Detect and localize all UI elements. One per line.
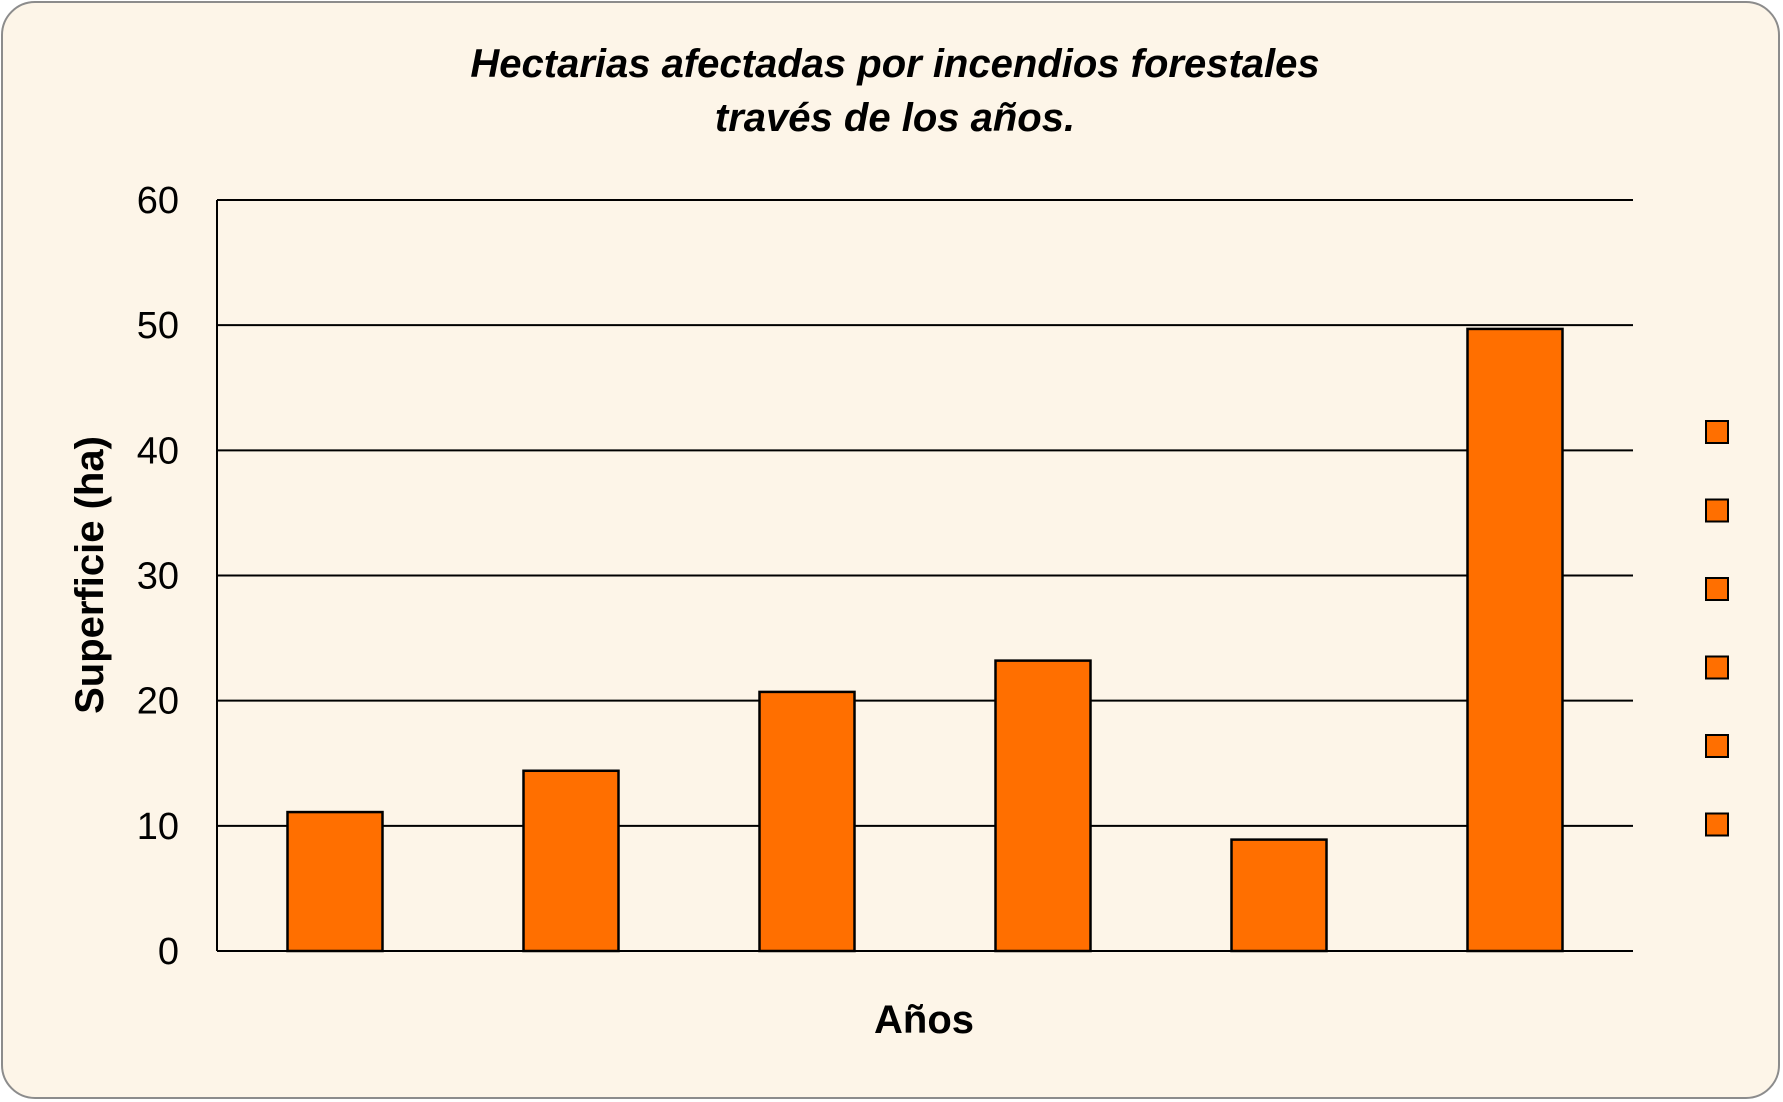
x-axis-title: Años	[874, 998, 974, 1042]
bar	[286, 810, 384, 953]
legend-swatch	[1705, 577, 1729, 601]
chart-title-line-1: Hectarias afectadas por incendios forest…	[470, 42, 1319, 86]
legend	[1705, 420, 1729, 837]
bars	[286, 327, 1564, 953]
y-tick-label: 50	[137, 305, 179, 347]
y-tick-labels: 0 10 20 30 40 50 60	[137, 180, 179, 973]
legend-swatch	[1705, 420, 1729, 444]
y-tick-label: 20	[137, 681, 179, 723]
y-axis-title: Superficie (ha)	[68, 436, 112, 714]
bar	[1230, 838, 1328, 953]
y-tick-label: 30	[137, 556, 179, 598]
bar	[994, 659, 1092, 953]
y-tick-label: 60	[137, 180, 179, 222]
gridlines	[217, 199, 1633, 952]
y-tick-label: 0	[158, 931, 179, 973]
legend-swatch	[1705, 655, 1729, 680]
legend-swatch	[1705, 812, 1729, 837]
bar	[522, 769, 620, 953]
bar	[758, 690, 856, 953]
chart-title-line-2: través de los años.	[715, 96, 1075, 140]
y-tick-label: 10	[137, 806, 179, 848]
bar-chart: Hectarias afectadas por incendios forest…	[68, 42, 1729, 1042]
legend-swatch	[1705, 734, 1729, 758]
y-tick-label: 40	[137, 430, 179, 472]
legend-swatch	[1705, 498, 1729, 523]
bar	[1466, 327, 1564, 953]
